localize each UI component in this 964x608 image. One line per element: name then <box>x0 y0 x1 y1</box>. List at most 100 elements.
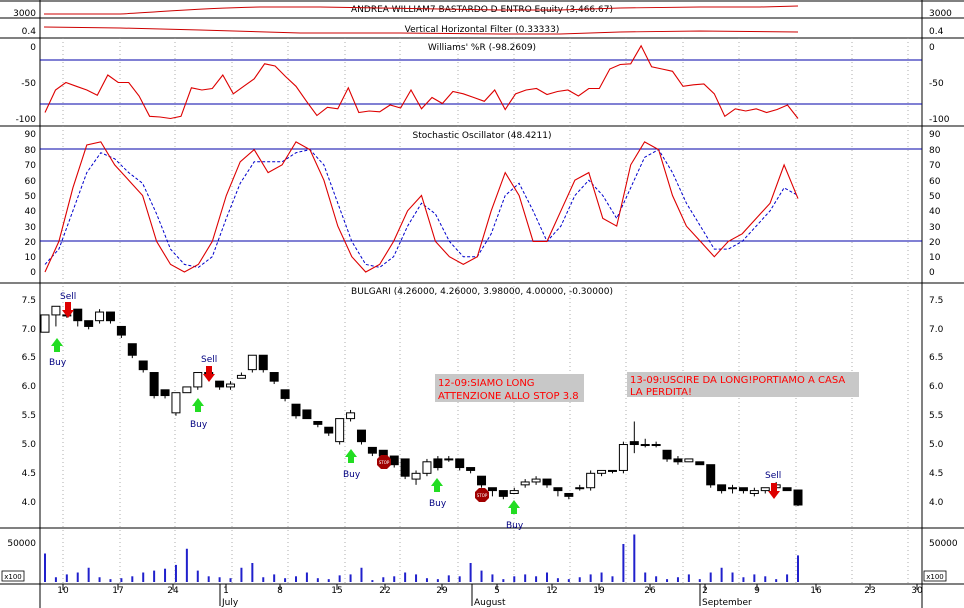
candle-body <box>728 487 738 490</box>
candle-body <box>400 458 410 477</box>
volume-bar <box>447 575 450 582</box>
stoch-tick-70-left: 70 <box>25 161 37 171</box>
candle-body <box>717 484 727 492</box>
volume-bar <box>207 576 210 582</box>
stoch-tick-10-left: 10 <box>25 253 37 263</box>
x-tick-label: 29 <box>436 586 448 596</box>
price-tick-4.5-left: 4.5 <box>22 469 36 479</box>
volume-bar <box>174 564 177 582</box>
volume-bar <box>349 574 352 582</box>
price-tick-5.5-left: 5.5 <box>22 411 36 421</box>
stop-sign-shape <box>377 455 391 469</box>
candle-body <box>749 490 759 494</box>
volume-bar <box>491 574 494 582</box>
volume-bar <box>76 572 79 582</box>
candle-body <box>51 305 61 316</box>
stoch-tick-60-left: 60 <box>25 177 37 187</box>
x-tick-label: 22 <box>379 586 390 596</box>
volume-bar <box>480 570 483 582</box>
candle-body <box>138 360 148 371</box>
candle-body <box>673 458 683 463</box>
volume-bar <box>600 572 603 582</box>
buy-label: Buy <box>190 420 208 430</box>
annotation-note-1-line2: ATTENZIONE ALLO STOP 3.8 <box>438 391 579 402</box>
volume-bar <box>54 577 57 582</box>
candle-body <box>389 455 399 466</box>
candle-body <box>586 472 596 489</box>
volume-bar <box>764 576 767 582</box>
volume-bar <box>131 576 134 582</box>
volume-bar <box>742 577 745 582</box>
price-tick-5.5-right: 5.5 <box>929 411 943 421</box>
volume-bar <box>797 555 799 582</box>
trade-signals: Sell Buy Sell Buy Buy Buy Buy Sell STOP … <box>49 292 781 531</box>
candle-body <box>640 444 650 447</box>
candle-body <box>738 487 748 492</box>
volume-bar <box>316 578 319 582</box>
buy-label: Buy <box>429 499 447 509</box>
candle-body <box>215 380 225 388</box>
price-tick-4.0-left: 4.0 <box>22 498 37 508</box>
volume-tick-right: 50000 <box>929 539 958 549</box>
candle-body <box>291 403 301 417</box>
candle-body <box>313 420 323 425</box>
candle-body <box>193 372 203 388</box>
volume-bar <box>644 572 647 582</box>
candle-body <box>346 412 356 420</box>
volume-bar <box>371 580 374 582</box>
candle-body <box>84 320 94 327</box>
price-panel-title: BULGARI (4.26000, 4.26000, 3.98000, 4.00… <box>351 287 613 297</box>
volume-bar <box>262 577 265 582</box>
reference-lines <box>40 59 922 242</box>
x-tick-label: 8 <box>277 586 283 596</box>
volume-unit-box-right <box>923 570 947 582</box>
buy-label: Buy <box>343 470 361 480</box>
candle-body <box>367 446 377 454</box>
sell-label: Sell <box>765 471 781 481</box>
candle-body <box>105 311 115 322</box>
volume-bar <box>720 567 723 582</box>
stoch-tick-20-left: 20 <box>25 238 37 248</box>
volume-bar <box>655 576 658 582</box>
candle-body <box>760 487 770 492</box>
candle-body <box>629 441 639 446</box>
stoch-tick-50-left: 50 <box>25 192 37 202</box>
price-tick-5.0-right: 5.0 <box>929 440 944 450</box>
candle-body <box>564 492 574 497</box>
candle-body <box>356 429 366 443</box>
volume-bar <box>469 563 472 582</box>
buy-arrow-icon <box>431 478 443 492</box>
candle-body <box>269 372 279 382</box>
volume-bar <box>709 572 712 582</box>
stochastic-d-line <box>44 148 799 268</box>
price-tick-4.0-right: 4.0 <box>929 498 944 508</box>
stoch-tick-0-left: 0 <box>30 268 36 278</box>
candle-body <box>335 418 345 443</box>
williams-tick-0-right: 0 <box>929 43 935 53</box>
volume-bar <box>546 572 548 582</box>
x-tick-label: 17 <box>112 586 123 596</box>
x-tick-label: 9 <box>754 586 760 596</box>
volume-bar <box>567 579 570 582</box>
annotation-note-2-bg <box>627 372 859 397</box>
volume-bar <box>611 576 614 582</box>
stoch-tick-80-right: 80 <box>929 146 941 156</box>
candle-body <box>498 490 508 497</box>
williams-tick-50-left: -50 <box>21 79 36 89</box>
stoch-tick-90-right: 90 <box>929 130 941 140</box>
x-tick-label: 10 <box>57 586 69 596</box>
stop-sign-label: STOP <box>477 493 488 498</box>
candle-body <box>411 472 421 480</box>
equity-tick-left: 3000 <box>13 9 36 19</box>
volume-bar <box>338 575 341 582</box>
stoch-tick-40-left: 40 <box>25 207 37 217</box>
x-tick-label: 1 <box>223 586 229 596</box>
buy-arrow-icon <box>508 500 520 514</box>
price-candles <box>40 305 803 507</box>
volume-bars <box>44 534 799 582</box>
williams-tick-100-left: -100 <box>16 115 37 125</box>
sell-label: Sell <box>201 355 217 365</box>
x-tick-label: 16 <box>810 586 822 596</box>
